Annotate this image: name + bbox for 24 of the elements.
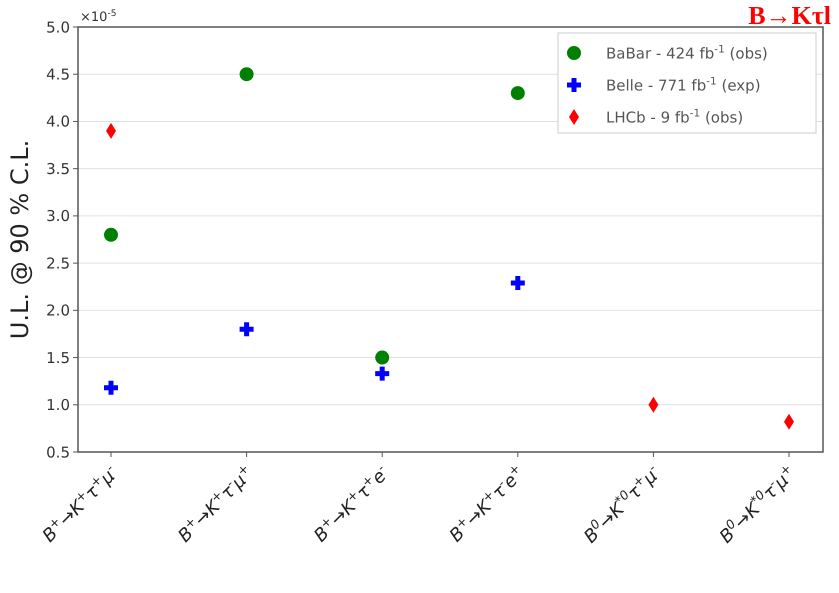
y-tick-label: 5.0 [46, 18, 70, 36]
y-tick-label: 2.5 [46, 254, 70, 272]
point [510, 276, 525, 290]
y-tick-label: 3.0 [46, 207, 70, 226]
point [375, 350, 390, 365]
y-tick-label: 1.5 [46, 348, 70, 367]
y-axis-title: U.L. @ 90 % C.L. [6, 140, 34, 340]
legend-label: BaBar - 424 fb$^{-1}$ (obs) [606, 43, 768, 62]
point [104, 380, 118, 395]
legend-label: LHCb - 9 fb$^{-1}$ (obs) [606, 107, 744, 126]
y-tick-label: 1.0 [46, 396, 70, 414]
y-tick-label: 3.5 [46, 160, 70, 178]
point [510, 86, 525, 100]
y-tick-label: 2.0 [46, 302, 70, 320]
point [375, 366, 390, 381]
legend-label: Belle - 771 fb$^{-1}$ (exp) [606, 75, 761, 94]
point [104, 228, 118, 242]
point [240, 322, 254, 336]
y-tick-label: 4.0 [46, 112, 70, 131]
y-tick-label: 4.5 [46, 65, 70, 84]
text: ×10$^{-5}$ [80, 9, 117, 25]
point [240, 67, 254, 82]
y-tick-label: 0.5 [46, 443, 70, 462]
chart-title: B→Kτl [748, 1, 831, 30]
